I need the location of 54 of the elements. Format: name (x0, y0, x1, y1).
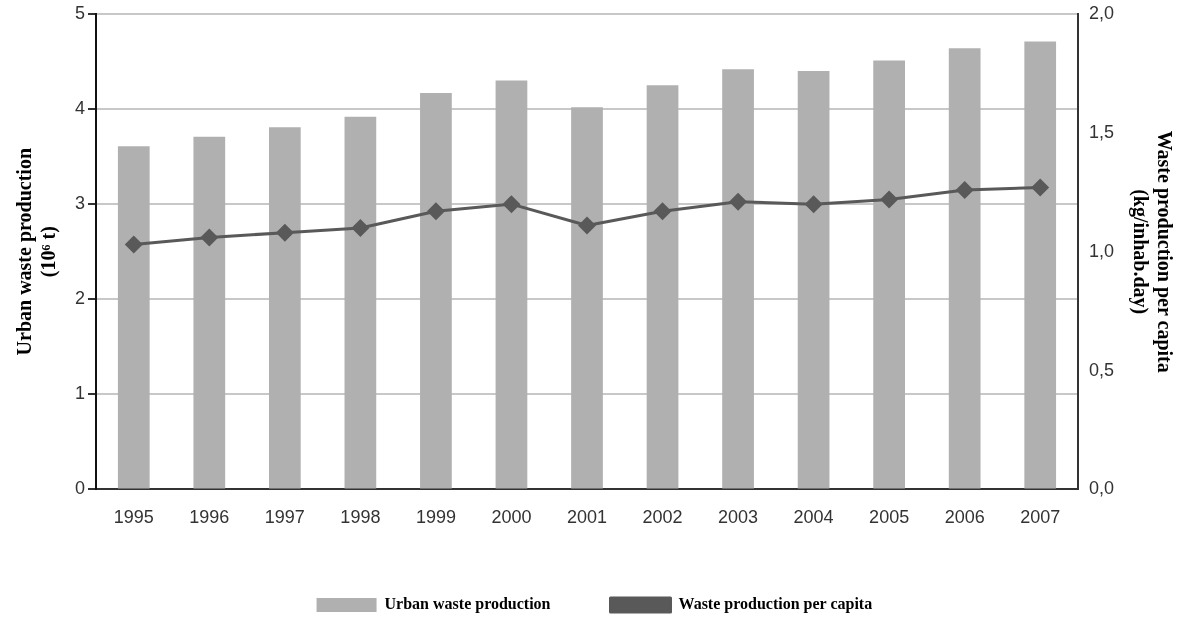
y2-tick-label: 0,0 (1088, 478, 1115, 499)
x-tick-label: 1997 (264, 507, 305, 528)
x-tick-label: 1999 (415, 507, 456, 528)
bar (420, 92, 452, 489)
x-tick-label: 2004 (793, 507, 834, 528)
point (124, 235, 143, 254)
point (653, 202, 672, 221)
x-tick-label: 2002 (642, 507, 683, 528)
x-tick-label: 2001 (566, 507, 608, 528)
x-tick-label: 1998 (340, 507, 381, 528)
x-tick-label: 1995 (113, 507, 154, 528)
y-axis-title: Urban waste production (10⁶ t) (13, 147, 61, 356)
bar (1024, 41, 1057, 489)
y-tick-label: 1 (75, 383, 86, 404)
y-tick-label: 4 (75, 98, 86, 119)
bar (193, 136, 226, 489)
legend-label: Urban waste production (384, 595, 551, 614)
y2-tick-label: 2,0 (1088, 2, 1115, 23)
bar (873, 60, 905, 489)
y2-tick-label: 0,5 (1088, 359, 1115, 380)
y2-tick-label: 1,0 (1088, 240, 1115, 261)
point (1031, 178, 1050, 197)
bar (344, 116, 377, 489)
bar (646, 85, 679, 489)
point (502, 195, 521, 214)
x-tick-label: 2006 (944, 507, 985, 528)
bar (948, 48, 981, 489)
bar (268, 127, 301, 489)
y-tick-label: 3 (75, 193, 86, 214)
legend-label: Waste production per capita (678, 595, 873, 614)
x-tick-label: 2003 (718, 507, 759, 528)
x-tick-label: 2005 (869, 507, 910, 528)
x-tick-label: 1996 (189, 507, 230, 528)
bar (117, 146, 150, 489)
x-tick-label: 2000 (491, 507, 532, 528)
x-tick-label: 2007 (1020, 507, 1061, 528)
bar (571, 107, 603, 489)
point (804, 195, 823, 214)
bar (495, 80, 528, 489)
point (200, 228, 219, 247)
point (426, 202, 445, 221)
y2-tick-label: 1,5 (1088, 121, 1115, 142)
point (275, 223, 294, 242)
bar (797, 71, 830, 489)
y2-axis-title: Waste production per capita (kg/inhab.day) (1128, 130, 1176, 373)
y-tick-label: 5 (75, 2, 86, 23)
point (955, 180, 974, 199)
point (577, 216, 596, 235)
bar (722, 69, 754, 489)
y-tick-label: 2 (75, 288, 86, 309)
y-tick-label: 0 (75, 478, 86, 499)
point (729, 192, 748, 211)
point (351, 218, 370, 237)
point (880, 190, 899, 209)
